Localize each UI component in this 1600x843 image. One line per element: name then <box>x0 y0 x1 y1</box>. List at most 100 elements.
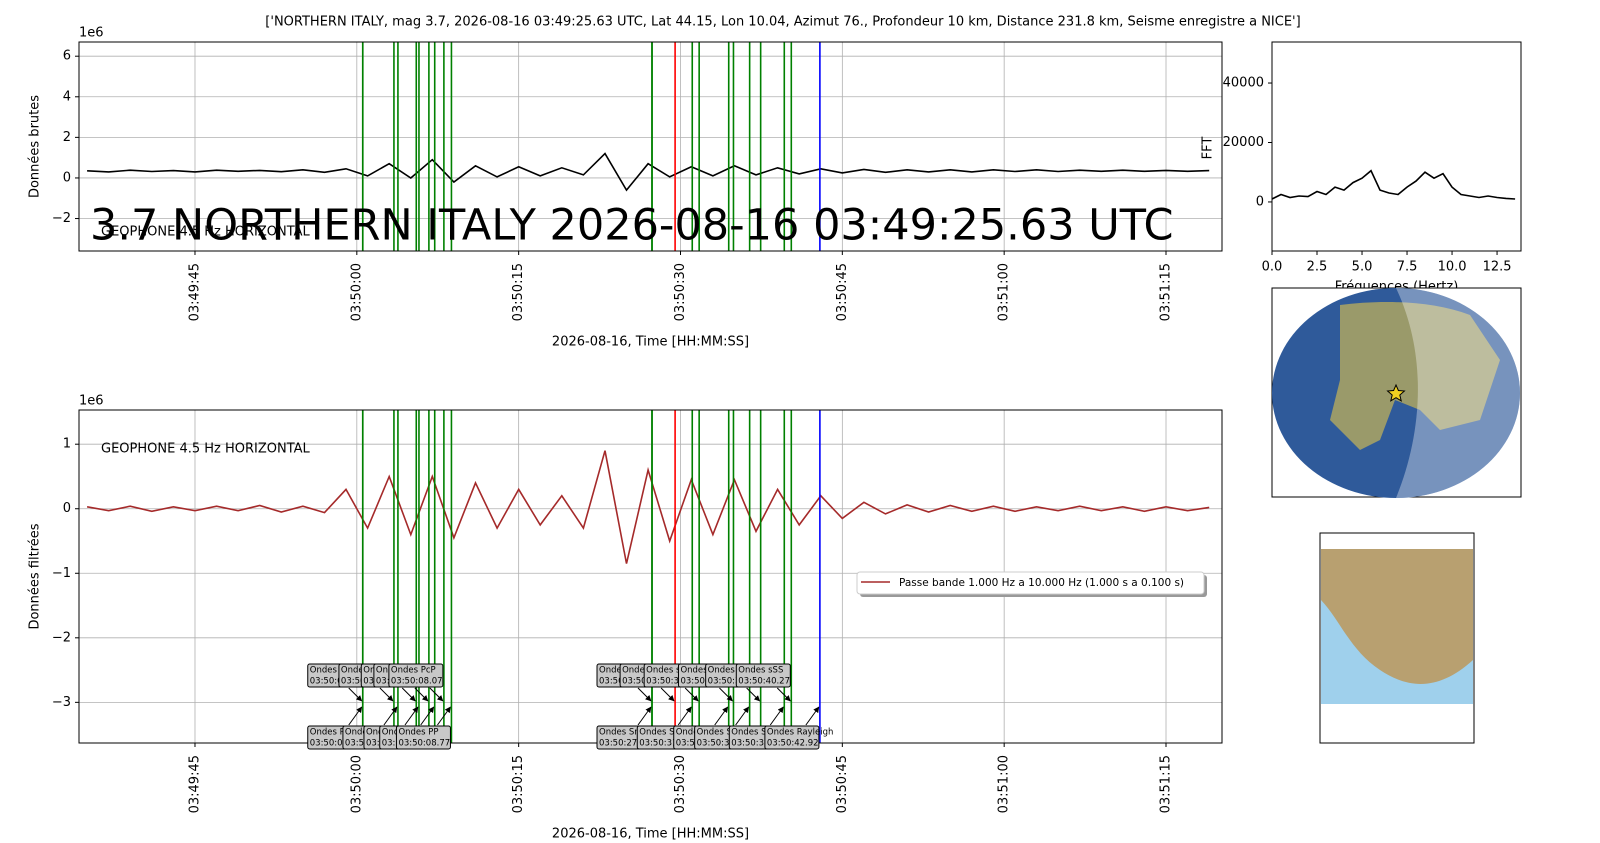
annotation-time: 03:50:31.09 <box>639 739 691 749</box>
y-tick-label: 0 <box>63 501 71 516</box>
offset-label: 1e6 <box>79 394 104 409</box>
annotation-arrow <box>769 706 784 726</box>
x-tick-label: 03:50:45 <box>835 263 850 321</box>
annotation-time: 03:50:37.43 <box>708 677 760 687</box>
globe-land <box>1330 302 1500 450</box>
globe-panel <box>1271 287 1522 498</box>
annotation-arrow <box>776 687 791 702</box>
annotation-time: 03:50:31.73 <box>646 677 698 687</box>
annotation-name: Ondes S <box>639 728 674 738</box>
y-tick-label: −2 <box>52 211 71 226</box>
legend-box <box>856 571 1205 595</box>
annotation-arrow <box>401 687 416 702</box>
x-tick-label: 2.5 <box>1307 260 1328 275</box>
event-label: 3.7 NORTHERN ITALY 2026-08-16 03:49:25.6… <box>90 201 1173 251</box>
x-tick-label: 03:50:15 <box>511 755 526 813</box>
globe-night <box>1396 288 1520 498</box>
annotation-time: 03:50:08.07 <box>391 677 443 687</box>
annotation-arrow <box>437 706 451 726</box>
x-tick-label: 03:50:45 <box>835 755 850 813</box>
y-tick-label: −3 <box>52 695 71 710</box>
annotation-arrow <box>420 706 435 726</box>
annotation-arrow <box>719 687 733 702</box>
x-tick-label: 03:50:00 <box>349 755 364 813</box>
y-axis-label: Données filtrées <box>28 523 43 629</box>
annotation-name: Ondes SS <box>697 728 738 738</box>
annotation-arrow <box>414 687 429 702</box>
x-tick-label: 03:50:00 <box>349 263 364 321</box>
annotation-time: 03:50:39.62 <box>731 739 783 749</box>
y-tick-label: 2 <box>63 130 71 145</box>
annotation-box <box>388 663 444 688</box>
annotation-name: Ondes Pn <box>310 728 350 738</box>
annotation-time: 03:50:36.41 <box>697 739 749 749</box>
x-tick-label: 03:51:00 <box>997 755 1012 813</box>
annotation-name: Ondes sP <box>341 666 380 676</box>
y-axis-label: FFT <box>1201 137 1216 160</box>
annotation-name: Ondes S <box>599 666 634 676</box>
legend-label: Passe bande 1.000 Hz a 10.000 Hz (1.000 … <box>899 577 1184 589</box>
annotation-arrow <box>379 687 394 702</box>
offset-label: 1e6 <box>79 26 104 41</box>
annotation-time: 03:50:00.55 <box>310 739 362 749</box>
annotation-box <box>735 663 791 688</box>
x-axis-label: 2026-08-16, Time [HH:MM:SS] <box>552 827 749 842</box>
y-tick-label: 0 <box>1256 194 1264 209</box>
annotation-arrow <box>383 706 398 726</box>
annotation-arrow <box>637 687 652 702</box>
annotation-name: Ondes SS <box>708 666 749 676</box>
y-tick-label: −2 <box>52 630 71 645</box>
x-tick-label: 7.5 <box>1397 260 1418 275</box>
annotation-time: 03:50:27.36 <box>599 739 651 749</box>
annotation-name: Ondes sSS <box>738 666 783 676</box>
map-sea <box>1321 600 1473 704</box>
trace <box>87 152 1210 192</box>
x-tick-label: 03:49:45 <box>187 263 202 321</box>
annotation-arrow <box>429 687 444 702</box>
y-tick-label: 20000 <box>1223 135 1264 150</box>
annotation-time: 03:50:08.77 <box>398 739 450 749</box>
annotation-arrow <box>677 706 692 726</box>
y-tick-label: 0 <box>63 170 71 185</box>
annotation-name: Ondes S <box>680 666 715 676</box>
annotation-name: Ondes SS <box>731 728 772 738</box>
x-tick-label: 10.0 <box>1438 260 1467 275</box>
annotation-name: Ondes Sn <box>599 728 640 738</box>
y-tick-label: 40000 <box>1223 76 1264 91</box>
annotation-arrow <box>746 687 761 702</box>
annotation-name: Ondes P <box>310 666 345 676</box>
y-tick-label: 1 <box>63 437 71 452</box>
plot-frame <box>1271 41 1522 252</box>
annotation-arrow <box>637 706 652 726</box>
annotation-arrow <box>735 706 750 726</box>
epicenter <box>1386 383 1406 402</box>
annotation-time: 03:50:00.55 <box>310 677 362 687</box>
x-tick-label: 03:49:45 <box>187 755 202 813</box>
annotation-name: Ondes P <box>345 728 380 738</box>
x-axis-label: 2026-08-16, Time [HH:MM:SS] <box>552 335 749 350</box>
x-tick-label: 5.0 <box>1352 260 1373 275</box>
chart-title: ['NORTHERN ITALY, mag 3.7, 2026-08-16 03… <box>265 15 1300 30</box>
trace <box>86 450 1210 564</box>
x-tick-label: 03:51:15 <box>1159 263 1174 321</box>
station-label: GEOPHONE 4.5 Hz HORIZONTAL <box>101 225 311 240</box>
annotation-arrow <box>684 687 699 702</box>
y-tick-label: −1 <box>52 566 71 581</box>
y-axis-label: Données brutes <box>28 95 43 198</box>
annotation-box <box>764 725 820 750</box>
plot-frame <box>78 41 1223 252</box>
y-tick-label: 6 <box>63 49 71 64</box>
x-tick-label: 03:50:30 <box>673 263 688 321</box>
trace <box>1271 169 1516 200</box>
annotation-arrow <box>805 706 820 726</box>
annotation-name: Ondes PP <box>398 728 438 738</box>
annotation-name: Ondes Rayleigh <box>767 728 834 738</box>
annotation-arrow <box>660 687 675 702</box>
annotation-arrow <box>404 706 419 726</box>
x-tick-label: 03:50:30 <box>673 755 688 813</box>
annotation-name: Ondes PcP <box>391 666 436 676</box>
x-tick-label: 03:51:00 <box>997 263 1012 321</box>
annotation-time: 03:50:42.92 <box>767 739 819 749</box>
